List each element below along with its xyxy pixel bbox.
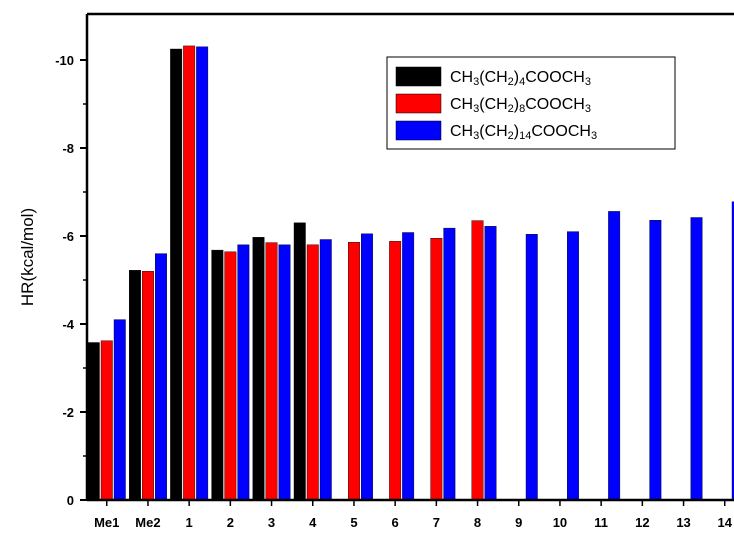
y-tick-label: -10 bbox=[55, 53, 74, 68]
bar-series-2-3 bbox=[265, 242, 278, 501]
x-tick-label: 13 bbox=[676, 515, 690, 530]
bar-series-3-14 bbox=[731, 201, 734, 501]
bar-series-1-Me1 bbox=[87, 342, 100, 501]
bar-series-3-12 bbox=[649, 219, 662, 501]
legend-swatch-series-1 bbox=[395, 66, 442, 87]
x-tick-label: 12 bbox=[635, 515, 649, 530]
bar-series-3-13 bbox=[690, 217, 703, 501]
bar-series-1-1 bbox=[170, 48, 183, 501]
bar-series-2-Me2 bbox=[141, 271, 154, 501]
y-axis-title: HR(kcal/mol) bbox=[18, 208, 37, 306]
x-tick-label: 3 bbox=[268, 515, 275, 530]
x-tick-label: Me2 bbox=[135, 515, 160, 530]
legend-label-series-3: CH3(CH2)14COOCH3 bbox=[450, 123, 597, 142]
bar-series-3-Me1 bbox=[113, 319, 126, 501]
bar-series-3-9 bbox=[525, 233, 538, 501]
x-tick-label: 14 bbox=[718, 515, 733, 530]
x-tick-label: 1 bbox=[186, 515, 193, 530]
bar-series-2-8 bbox=[471, 220, 484, 501]
x-tick-label: 6 bbox=[392, 515, 399, 530]
y-tick-label: -8 bbox=[62, 141, 74, 156]
bar-series-2-1 bbox=[183, 45, 196, 501]
legend-swatch-series-3 bbox=[395, 120, 442, 141]
bar-series-3-8 bbox=[484, 226, 497, 501]
y-tick-label: -6 bbox=[62, 229, 74, 244]
legend-label-series-2: CH3(CH2)8COOCH3 bbox=[450, 96, 591, 115]
bar-series-1-2 bbox=[211, 249, 224, 501]
bar-series-1-Me2 bbox=[128, 270, 141, 501]
bar-series-2-2 bbox=[224, 251, 237, 501]
bar-series-2-6 bbox=[389, 241, 402, 501]
x-tick-labels: Me1 Me2 1 2 3 4 5 6 7 8 9 10 11 12 13 14 bbox=[94, 500, 733, 530]
x-tick-label: 8 bbox=[474, 515, 481, 530]
bar-series-1-3 bbox=[252, 237, 265, 501]
y-tick-label: -2 bbox=[62, 405, 74, 420]
bar-series-3-6 bbox=[402, 232, 415, 501]
bar-series-1-4 bbox=[293, 222, 306, 501]
bar-series-2-Me1 bbox=[100, 340, 113, 501]
bar-series-3-7 bbox=[443, 227, 456, 501]
x-tick-label: 11 bbox=[594, 515, 608, 530]
y-ticks: 0 -2 -4 -6 -8 -10 bbox=[55, 53, 87, 508]
bar-series-3-Me2 bbox=[154, 253, 167, 501]
x-tick-label: 10 bbox=[553, 515, 567, 530]
bar-series-3-4 bbox=[319, 239, 332, 501]
legend-label-series-1: CH3(CH2)4COOCH3 bbox=[450, 69, 591, 88]
x-tick-label: Me1 bbox=[94, 515, 119, 530]
bar-series-3-2 bbox=[237, 244, 250, 501]
y-tick-label: 0 bbox=[67, 493, 74, 508]
x-tick-label: 7 bbox=[433, 515, 440, 530]
bars-layer bbox=[87, 45, 734, 501]
bar-series-3-10 bbox=[567, 231, 579, 501]
legend: CH3(CH2)4COOCH3 CH3(CH2)8COOCH3 CH3(CH2)… bbox=[386, 56, 676, 150]
bar-series-3-3 bbox=[278, 244, 291, 501]
bar-series-3-11 bbox=[608, 211, 621, 501]
bar-series-3-5 bbox=[361, 233, 373, 501]
bar-series-2-4 bbox=[306, 244, 319, 501]
x-tick-label: 4 bbox=[309, 515, 317, 530]
x-tick-label: 9 bbox=[515, 515, 522, 530]
bar-series-2-7 bbox=[430, 237, 443, 501]
bar-series-2-5 bbox=[348, 241, 360, 501]
legend-swatch-series-2 bbox=[395, 93, 442, 114]
bar-series-3-1 bbox=[196, 46, 209, 501]
x-tick-label: 5 bbox=[350, 515, 357, 530]
x-tick-label: 2 bbox=[227, 515, 234, 530]
y-tick-label: -4 bbox=[62, 317, 74, 332]
